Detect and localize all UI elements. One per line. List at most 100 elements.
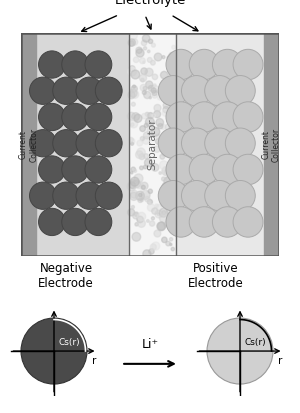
Circle shape xyxy=(161,203,164,206)
Circle shape xyxy=(151,60,155,65)
Circle shape xyxy=(166,86,170,90)
Circle shape xyxy=(156,134,161,139)
Circle shape xyxy=(157,222,166,231)
Circle shape xyxy=(189,207,219,237)
Circle shape xyxy=(169,123,176,131)
Circle shape xyxy=(154,53,162,61)
Circle shape xyxy=(149,132,153,136)
Circle shape xyxy=(166,208,172,214)
Circle shape xyxy=(225,76,255,106)
Circle shape xyxy=(182,180,212,211)
Circle shape xyxy=(95,182,122,209)
Circle shape xyxy=(189,154,219,185)
Circle shape xyxy=(171,77,178,83)
Circle shape xyxy=(38,103,65,131)
Circle shape xyxy=(141,68,147,74)
Circle shape xyxy=(128,112,135,120)
Circle shape xyxy=(152,164,159,171)
Circle shape xyxy=(170,243,172,246)
Circle shape xyxy=(133,213,139,219)
Circle shape xyxy=(154,146,160,152)
Circle shape xyxy=(143,86,147,90)
Circle shape xyxy=(168,107,174,114)
Circle shape xyxy=(167,165,169,167)
Circle shape xyxy=(136,181,143,189)
Circle shape xyxy=(137,212,146,221)
Circle shape xyxy=(136,49,144,57)
Circle shape xyxy=(144,154,148,159)
Circle shape xyxy=(152,74,158,80)
Circle shape xyxy=(131,70,140,79)
Circle shape xyxy=(172,45,176,49)
Circle shape xyxy=(152,90,157,95)
Circle shape xyxy=(164,222,169,227)
Circle shape xyxy=(155,139,161,144)
Text: Cs(r): Cs(r) xyxy=(58,338,80,347)
Circle shape xyxy=(158,128,188,159)
Text: Negative
Electrode: Negative Electrode xyxy=(38,262,94,290)
Circle shape xyxy=(133,180,140,188)
Circle shape xyxy=(166,216,172,222)
Circle shape xyxy=(171,58,174,61)
Circle shape xyxy=(158,76,188,106)
Circle shape xyxy=(136,47,142,53)
Circle shape xyxy=(143,61,145,63)
Circle shape xyxy=(147,57,152,62)
Circle shape xyxy=(162,177,166,181)
Circle shape xyxy=(167,107,170,110)
Circle shape xyxy=(165,124,171,130)
Circle shape xyxy=(131,102,135,106)
Circle shape xyxy=(76,182,103,209)
Circle shape xyxy=(53,77,80,104)
Circle shape xyxy=(147,204,155,211)
Circle shape xyxy=(145,68,153,76)
Circle shape xyxy=(62,156,88,183)
Circle shape xyxy=(38,208,65,235)
Circle shape xyxy=(128,92,135,99)
Circle shape xyxy=(131,206,134,209)
Circle shape xyxy=(162,211,166,215)
Circle shape xyxy=(165,76,169,80)
Circle shape xyxy=(159,136,166,143)
Circle shape xyxy=(132,233,141,241)
Circle shape xyxy=(154,230,161,237)
Circle shape xyxy=(166,142,173,150)
Circle shape xyxy=(142,136,150,144)
Circle shape xyxy=(212,207,242,237)
Circle shape xyxy=(143,47,147,50)
Circle shape xyxy=(155,204,158,208)
Circle shape xyxy=(157,90,160,93)
Circle shape xyxy=(189,102,219,132)
Circle shape xyxy=(128,138,133,142)
Circle shape xyxy=(53,182,80,209)
Circle shape xyxy=(141,188,146,193)
Circle shape xyxy=(129,182,136,188)
Circle shape xyxy=(146,117,154,126)
Circle shape xyxy=(148,39,153,43)
Circle shape xyxy=(233,49,263,80)
Circle shape xyxy=(160,71,168,79)
Circle shape xyxy=(142,90,146,95)
Circle shape xyxy=(148,201,150,203)
Circle shape xyxy=(168,55,175,62)
Circle shape xyxy=(143,250,151,258)
Circle shape xyxy=(166,241,170,246)
Circle shape xyxy=(170,157,175,162)
Circle shape xyxy=(141,40,147,45)
Circle shape xyxy=(148,199,152,204)
Circle shape xyxy=(163,166,171,175)
Circle shape xyxy=(169,237,173,241)
Circle shape xyxy=(131,85,137,92)
Text: r: r xyxy=(92,356,97,366)
Circle shape xyxy=(158,123,163,129)
Circle shape xyxy=(158,222,165,230)
Circle shape xyxy=(162,237,167,242)
Circle shape xyxy=(95,77,122,104)
Circle shape xyxy=(137,216,143,223)
Circle shape xyxy=(225,128,255,159)
Text: Current
Collector: Current Collector xyxy=(19,128,38,161)
Circle shape xyxy=(160,148,164,152)
Circle shape xyxy=(148,85,154,91)
Circle shape xyxy=(131,167,135,171)
Circle shape xyxy=(212,49,242,80)
